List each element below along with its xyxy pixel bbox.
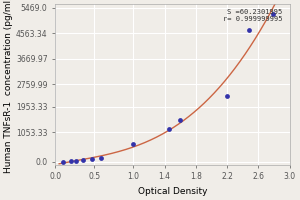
- Point: [270, 12, 275, 16]
- Point: [68, 160, 73, 163]
- Point: [178, 118, 183, 121]
- Point: [74, 159, 79, 162]
- Y-axis label: Human TNFsR-1  concentration (pg/ml): Human TNFsR-1 concentration (pg/ml): [4, 0, 13, 173]
- Point: [166, 128, 171, 131]
- Point: [225, 94, 230, 97]
- Point: [131, 143, 136, 146]
- Point: [81, 158, 86, 161]
- Point: [247, 28, 251, 31]
- Point: [98, 157, 103, 160]
- X-axis label: Optical Density: Optical Density: [138, 187, 207, 196]
- Text: S =60.2301995
r= 0.999999995: S =60.2301995 r= 0.999999995: [223, 9, 283, 22]
- Point: [90, 157, 94, 161]
- Point: [61, 160, 65, 163]
